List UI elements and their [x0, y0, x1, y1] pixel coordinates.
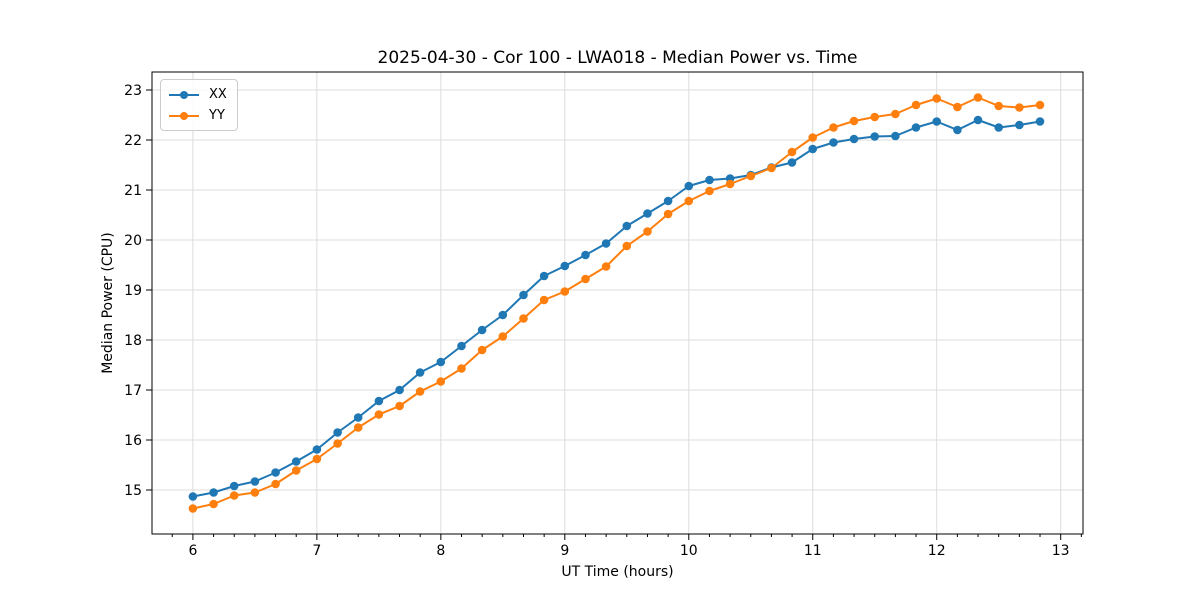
svg-text:22: 22	[124, 133, 142, 149]
legend-label-xx: XX	[209, 87, 227, 102]
svg-text:20: 20	[124, 233, 142, 249]
x-axis-label: UT Time (hours)	[561, 564, 674, 580]
svg-text:6: 6	[188, 543, 197, 559]
xx-line-marker-icon	[169, 90, 199, 100]
legend-item-yy: YY	[169, 105, 227, 126]
svg-text:16: 16	[124, 433, 142, 449]
svg-text:10: 10	[680, 543, 698, 559]
svg-text:21: 21	[124, 183, 142, 199]
svg-text:9: 9	[560, 543, 569, 559]
svg-text:13: 13	[1052, 543, 1070, 559]
chart-title: 2025-04-30 - Cor 100 - LWA018 - Median P…	[377, 48, 858, 68]
svg-text:23: 23	[124, 83, 142, 99]
yy-line-marker-icon	[169, 111, 199, 121]
svg-text:7: 7	[312, 543, 321, 559]
svg-text:18: 18	[124, 333, 142, 349]
legend: XX YY	[160, 79, 238, 131]
legend-label-yy: YY	[209, 108, 225, 123]
legend-item-xx: XX	[169, 84, 227, 105]
svg-text:11: 11	[804, 543, 822, 559]
svg-text:8: 8	[436, 543, 445, 559]
svg-text:12: 12	[928, 543, 946, 559]
y-axis-label: Median Power (CPU)	[100, 232, 116, 374]
svg-text:19: 19	[124, 283, 142, 299]
svg-text:17: 17	[124, 383, 142, 399]
svg-text:15: 15	[124, 483, 142, 499]
